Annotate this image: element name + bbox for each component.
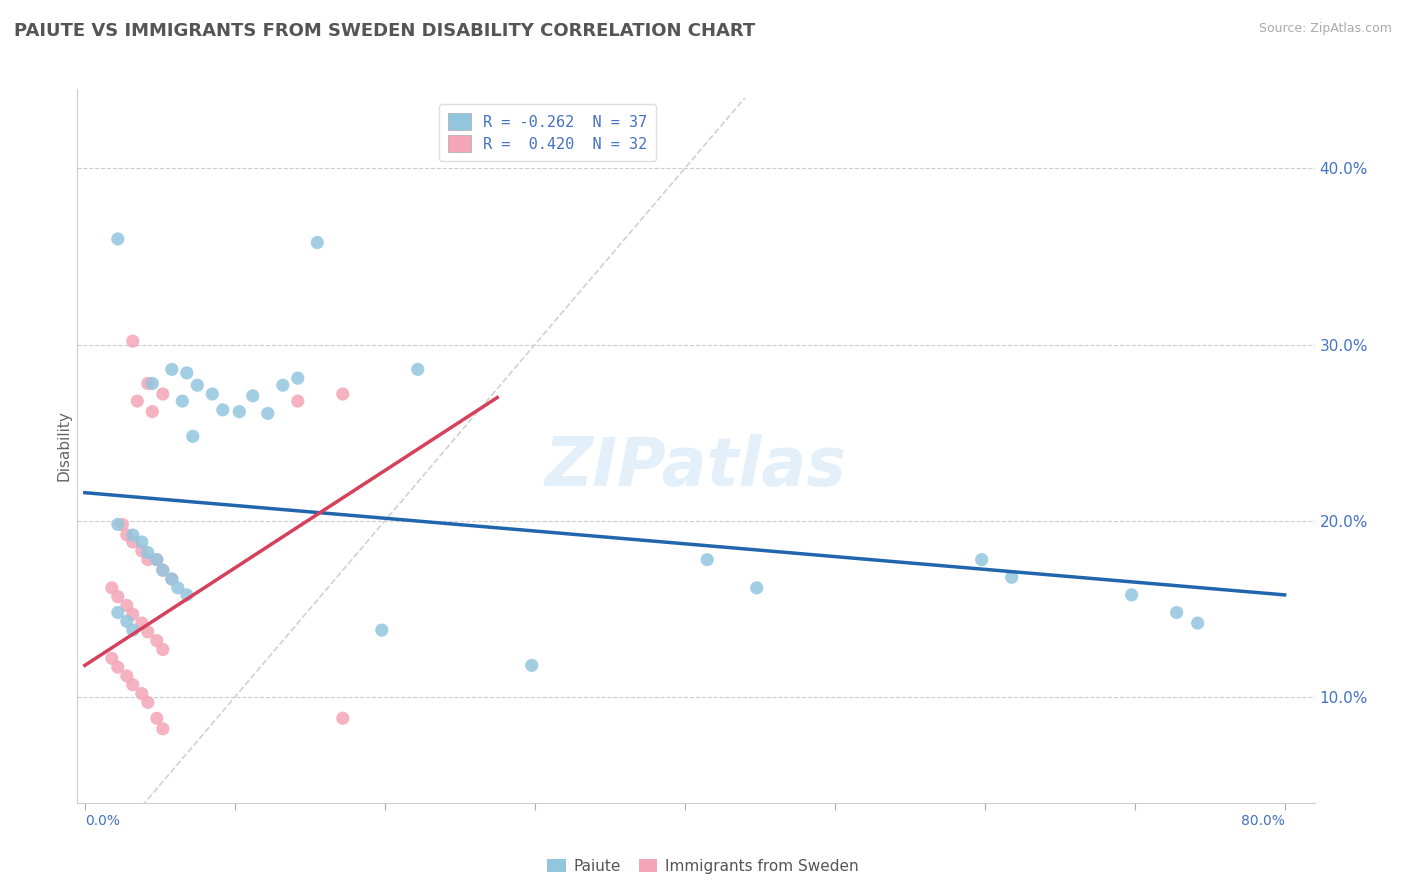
Point [176, 366, 198, 380]
Y-axis label: Disability: Disability [56, 410, 72, 482]
Point [107, 232, 129, 246]
Point [152, 642, 174, 657]
Point [176, 588, 198, 602]
Point [1187, 616, 1209, 631]
Point [107, 606, 129, 620]
Point [131, 535, 153, 549]
Text: PAIUTE VS IMMIGRANTS FROM SWEDEN DISABILITY CORRELATION CHART: PAIUTE VS IMMIGRANTS FROM SWEDEN DISABIL… [14, 22, 755, 40]
Point [127, 394, 149, 409]
Point [152, 563, 174, 577]
Text: 80.0%: 80.0% [1240, 814, 1285, 828]
Point [121, 607, 143, 622]
Text: 0.0%: 0.0% [84, 814, 120, 828]
Point [115, 599, 138, 613]
Point [1166, 606, 1188, 620]
Point [136, 624, 159, 639]
Point [745, 581, 768, 595]
Point [186, 378, 208, 392]
Point [228, 404, 250, 418]
Point [146, 711, 169, 725]
Point [970, 552, 993, 566]
Point [172, 394, 194, 409]
Point [287, 394, 309, 409]
Text: Source: ZipAtlas.com: Source: ZipAtlas.com [1258, 22, 1392, 36]
Point [287, 371, 309, 385]
Point [166, 581, 188, 595]
Point [520, 658, 543, 673]
Point [256, 406, 278, 420]
Point [152, 722, 174, 736]
Point [1121, 588, 1143, 602]
Point [141, 376, 163, 391]
Point [121, 678, 143, 692]
Point [152, 563, 174, 577]
Point [121, 334, 143, 348]
Point [115, 669, 138, 683]
Point [115, 528, 138, 542]
Point [111, 517, 134, 532]
Point [131, 616, 153, 631]
Legend: Paiute, Immigrants from Sweden: Paiute, Immigrants from Sweden [541, 853, 865, 880]
Point [406, 362, 429, 376]
Point [146, 552, 169, 566]
Point [152, 387, 174, 401]
Point [271, 378, 294, 392]
Point [107, 517, 129, 532]
Point [101, 581, 124, 595]
Point [160, 362, 183, 376]
Point [242, 389, 264, 403]
Point [332, 711, 354, 725]
Point [107, 660, 129, 674]
Point [121, 535, 143, 549]
Point [696, 552, 718, 566]
Point [160, 572, 183, 586]
Point [131, 687, 153, 701]
Point [201, 387, 224, 401]
Point [101, 651, 124, 665]
Point [181, 429, 204, 443]
Point [307, 235, 329, 250]
Point [121, 528, 143, 542]
Point [136, 552, 159, 566]
Point [107, 590, 129, 604]
Text: ZIPatlas: ZIPatlas [546, 434, 846, 500]
Point [371, 623, 394, 637]
Point [136, 376, 159, 391]
Point [160, 572, 183, 586]
Point [121, 623, 143, 637]
Legend: R = -0.262  N = 37, R =  0.420  N = 32: R = -0.262 N = 37, R = 0.420 N = 32 [439, 104, 657, 161]
Point [141, 404, 163, 418]
Point [146, 552, 169, 566]
Point [332, 387, 354, 401]
Point [146, 633, 169, 648]
Point [1001, 570, 1024, 584]
Point [131, 544, 153, 558]
Point [211, 403, 233, 417]
Point [136, 546, 159, 560]
Point [115, 615, 138, 629]
Point [136, 695, 159, 709]
